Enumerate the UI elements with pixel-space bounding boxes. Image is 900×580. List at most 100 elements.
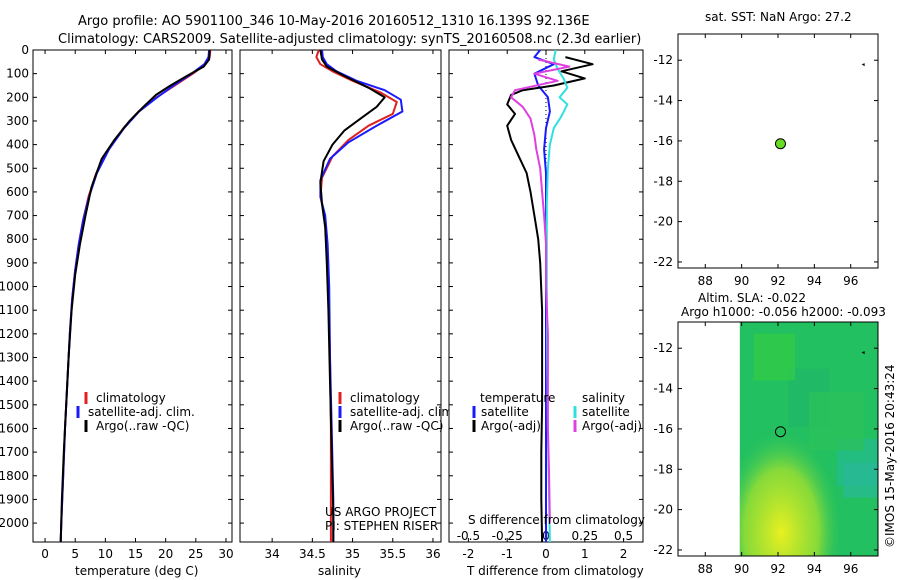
salinity-legend: climatology satellite-adj. clim. Argo(..… bbox=[338, 391, 457, 433]
x-tick-label: 5 bbox=[71, 547, 79, 561]
legend-climatology-label: climatology bbox=[350, 391, 420, 405]
legend-argo-label: Argo(..raw -QC) bbox=[96, 419, 189, 433]
x-tick-label: 0 bbox=[41, 547, 49, 561]
series-line-argo-raw-qc- bbox=[59, 49, 211, 543]
difference-panel: -2 -1 0 1 2-0.5 -0.25 0 0.25 0.5 bbox=[448, 49, 644, 561]
y-tick-label: -16 bbox=[653, 134, 673, 148]
x-tick-label: 90 bbox=[734, 274, 749, 288]
s-tick-label: -0.5 bbox=[457, 529, 480, 543]
x-tick-label: 94 bbox=[807, 274, 822, 288]
x-tick-label: 94 bbox=[807, 562, 822, 576]
legend-sal-satellite-label: satellite bbox=[582, 405, 630, 419]
y-tick-label: 1800 bbox=[0, 469, 29, 483]
y-tick-label: 1400 bbox=[0, 374, 29, 388]
x-tick-label: 88 bbox=[698, 562, 713, 576]
side-credit: ©IMOS 15-May-2016 20:43:24 bbox=[883, 364, 897, 548]
legend-temp-argo-label: Argo(-adj) bbox=[481, 419, 541, 433]
y-tick-label: 400 bbox=[6, 138, 29, 152]
x-tick-label: 30 bbox=[218, 547, 233, 561]
legend-sal-argo-label: Argo(-adj) bbox=[582, 419, 642, 433]
legend-temp-satellite-label: satellite bbox=[481, 405, 529, 419]
x-tick-label: 10 bbox=[98, 547, 113, 561]
argo-float-marker bbox=[774, 138, 786, 150]
series-line-argo-raw-qc- bbox=[319, 49, 386, 542]
sst-map-panel: 88 90 92 94 96 -12 -14 -16 -18 -20 -22 bbox=[653, 33, 879, 288]
x-tick-label: 0 bbox=[542, 547, 550, 561]
x-tick-label: 20 bbox=[158, 547, 173, 561]
altim-label1: Altim. SLA: -0.022 bbox=[698, 291, 806, 305]
legend-argo-label: Argo(..raw -QC) bbox=[350, 419, 443, 433]
island-marker bbox=[861, 351, 865, 355]
y-tick-label: 800 bbox=[6, 232, 29, 246]
x-tick-label: 15 bbox=[128, 547, 143, 561]
x-tick-label: -2 bbox=[462, 547, 474, 561]
y-tick-label: 900 bbox=[6, 256, 29, 270]
y-tick-label: -14 bbox=[653, 382, 673, 396]
y-tick-label: -18 bbox=[653, 462, 673, 476]
series-line-salinity-argo-adj- bbox=[510, 58, 571, 524]
y-tick-label: 600 bbox=[6, 185, 29, 199]
y-tick-label: 200 bbox=[6, 90, 29, 104]
temperature-legend: climatology satellite-adj. clim. Argo(..… bbox=[76, 391, 195, 433]
x-tick-label: 92 bbox=[770, 274, 785, 288]
y-tick-label: 1600 bbox=[0, 421, 29, 435]
s-tick-label: 0.25 bbox=[571, 529, 598, 543]
x-tick-label: 36 bbox=[425, 547, 440, 561]
y-tick-label: 500 bbox=[6, 161, 29, 175]
temperature-panel: 0 5 10 15 20 25 300100200300400500600700800900… bbox=[0, 43, 234, 561]
diff-s-xlabel: S difference from climatology bbox=[468, 513, 645, 527]
y-tick-label: 300 bbox=[6, 114, 29, 128]
y-tick-label: -20 bbox=[653, 503, 673, 517]
x-tick-label: 96 bbox=[843, 562, 858, 576]
pi-label: PI: STEPHEN RISER bbox=[325, 519, 438, 533]
diff-legend: temperature salinity satellite Argo(-adj… bbox=[472, 391, 642, 433]
x-tick-label: 2 bbox=[620, 547, 628, 561]
plot-frame bbox=[239, 49, 442, 543]
sla-yellow-anomaly bbox=[739, 322, 878, 556]
y-tick-label: -12 bbox=[653, 53, 673, 67]
y-tick-label: -12 bbox=[653, 341, 673, 355]
y-tick-label: 100 bbox=[6, 67, 29, 81]
y-tick-label: 1700 bbox=[0, 445, 29, 459]
s-tick-label: 0.5 bbox=[614, 529, 633, 543]
island-marker bbox=[861, 63, 865, 67]
y-tick-label: -14 bbox=[653, 94, 673, 108]
y-tick-label: 1500 bbox=[0, 398, 29, 412]
legend-salinity-header: salinity bbox=[582, 391, 625, 405]
y-tick-label: -18 bbox=[653, 174, 673, 188]
altimetry-map-panel: 88 90 92 94 96 -12 -14 -16 -18 -20 -22 bbox=[653, 321, 879, 576]
x-tick-label: 88 bbox=[698, 274, 713, 288]
argo-float-marker bbox=[774, 426, 786, 438]
x-tick-label: 25 bbox=[188, 547, 203, 561]
s-tick-label: -0.25 bbox=[492, 529, 523, 543]
y-tick-label: 1900 bbox=[0, 492, 29, 506]
title-line1: Argo profile: AO 5901100_346 10-May-2016… bbox=[78, 14, 590, 29]
x-tick-label: 90 bbox=[734, 562, 749, 576]
legend-temperature-header: temperature bbox=[480, 391, 555, 405]
x-tick-label: 96 bbox=[843, 274, 858, 288]
altim-label2: Argo h1000: -0.056 h2000: -0.093 bbox=[681, 305, 886, 319]
title-line2: Climatology: CARS2009. Satellite-adjuste… bbox=[58, 32, 641, 47]
map-background bbox=[678, 34, 878, 268]
x-tick-label: 1 bbox=[581, 547, 589, 561]
y-tick-label: 0 bbox=[21, 43, 29, 57]
project-label: US ARGO PROJECT bbox=[325, 505, 437, 519]
x-tick-label: 35.5 bbox=[379, 547, 406, 561]
y-tick-label: 1100 bbox=[0, 303, 29, 317]
x-tick-label: 34 bbox=[265, 547, 280, 561]
y-tick-label: 700 bbox=[6, 209, 29, 223]
salinity-panel: 34 34.5 35 35.5 36 bbox=[239, 49, 442, 561]
salinity-xlabel: salinity bbox=[318, 564, 361, 578]
legend-climatology-label: climatology bbox=[96, 391, 166, 405]
y-tick-label: -20 bbox=[653, 215, 673, 229]
sst-label: sat. SST: NaN Argo: 27.2 bbox=[705, 10, 852, 24]
x-tick-label: -1 bbox=[501, 547, 513, 561]
legend-satellite-label: satellite-adj. clim. bbox=[88, 405, 195, 419]
y-tick-label: -16 bbox=[653, 422, 673, 436]
legend-satellite-label: satellite-adj. clim. bbox=[350, 405, 457, 419]
y-tick-label: 1200 bbox=[0, 327, 29, 341]
x-tick-label: 34.5 bbox=[299, 547, 326, 561]
series-line-temperature-satellite bbox=[533, 49, 555, 542]
y-tick-label: 1000 bbox=[0, 280, 29, 294]
